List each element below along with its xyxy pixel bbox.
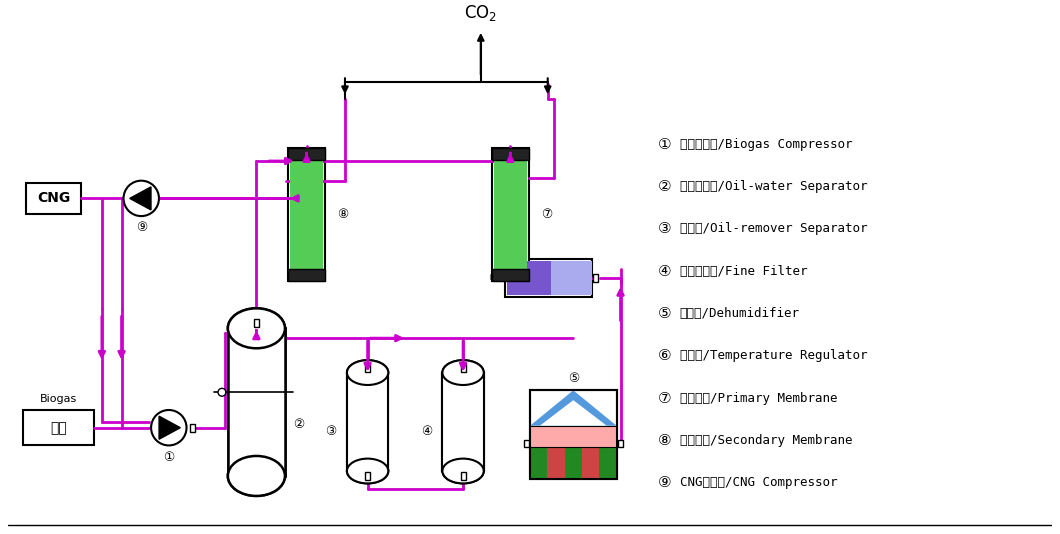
Bar <box>461 472 465 480</box>
Text: Biogas: Biogas <box>40 394 77 404</box>
Bar <box>444 437 482 458</box>
Text: ④: ④ <box>658 264 672 279</box>
Ellipse shape <box>442 360 483 385</box>
Bar <box>492 148 529 281</box>
Bar <box>289 160 323 269</box>
Bar <box>228 328 285 476</box>
Circle shape <box>152 410 187 445</box>
Text: ②: ② <box>658 179 672 194</box>
Ellipse shape <box>228 308 285 348</box>
Text: ⑥: ⑥ <box>488 272 499 285</box>
Text: ①: ① <box>658 137 672 152</box>
Bar <box>444 387 482 441</box>
Text: CNG压缩机/CNG Compressor: CNG压缩机/CNG Compressor <box>679 476 837 489</box>
Bar <box>288 269 325 281</box>
Bar <box>594 274 599 282</box>
Bar <box>618 439 623 447</box>
Text: 一级膜件/Primary Membrane: 一级膜件/Primary Membrane <box>679 391 837 405</box>
Ellipse shape <box>347 459 388 483</box>
Bar <box>347 373 388 471</box>
Bar <box>530 426 617 447</box>
Bar <box>349 442 386 459</box>
Text: 泼气: 泼气 <box>50 421 67 435</box>
Text: 精密过滤器/Fine Filter: 精密过滤器/Fine Filter <box>679 265 807 278</box>
Text: CNG: CNG <box>37 191 70 206</box>
Polygon shape <box>159 416 180 439</box>
Bar <box>254 319 259 327</box>
Bar <box>230 340 283 367</box>
Bar <box>530 447 547 479</box>
Bar <box>506 260 591 297</box>
Text: 调湿器/Temperature Regulator: 调湿器/Temperature Regulator <box>679 349 867 363</box>
Text: ⑧: ⑧ <box>337 208 349 221</box>
Text: 泼气压缩机/Biogas Compressor: 泼气压缩机/Biogas Compressor <box>679 138 852 151</box>
Bar <box>442 373 483 471</box>
Bar <box>508 261 550 295</box>
Bar <box>524 439 529 447</box>
Circle shape <box>218 388 226 396</box>
Polygon shape <box>129 187 151 210</box>
Ellipse shape <box>442 360 483 385</box>
Text: ⑨: ⑨ <box>136 222 147 234</box>
Text: ④: ④ <box>421 425 432 438</box>
Ellipse shape <box>228 308 285 348</box>
Bar <box>550 261 591 295</box>
Bar <box>288 148 325 281</box>
Bar <box>530 390 617 479</box>
Text: ⑨: ⑨ <box>658 475 672 490</box>
Text: 除湿器/Dehumidifier: 除湿器/Dehumidifier <box>679 307 799 320</box>
Bar <box>230 367 283 393</box>
Text: ⑦: ⑦ <box>658 391 672 406</box>
Bar <box>530 390 617 479</box>
Text: ②: ② <box>294 418 304 431</box>
Ellipse shape <box>347 459 388 483</box>
Text: 除油器/Oil-remover Separator: 除油器/Oil-remover Separator <box>679 222 867 235</box>
Text: ③: ③ <box>325 425 337 438</box>
Bar <box>190 424 195 431</box>
Text: ⑤: ⑤ <box>658 306 672 321</box>
Bar <box>547 447 565 479</box>
Text: ①: ① <box>163 451 175 464</box>
Polygon shape <box>530 390 617 426</box>
Bar <box>288 148 325 160</box>
Bar <box>349 387 386 450</box>
Bar <box>492 148 529 160</box>
Bar <box>23 410 94 445</box>
Circle shape <box>124 180 159 216</box>
Text: ⑧: ⑧ <box>658 433 672 448</box>
Ellipse shape <box>347 360 388 385</box>
Bar <box>365 364 370 372</box>
Text: ⑦: ⑦ <box>541 208 552 221</box>
Bar <box>461 364 465 372</box>
Text: ③: ③ <box>658 222 672 237</box>
Ellipse shape <box>442 459 483 483</box>
Text: 二级膜件/Secondary Membrane: 二级膜件/Secondary Membrane <box>679 434 852 447</box>
Text: ⑤: ⑤ <box>568 372 579 385</box>
Bar <box>599 447 617 479</box>
Bar <box>228 328 285 476</box>
Bar <box>347 373 388 471</box>
Text: ⑥: ⑥ <box>658 348 672 363</box>
Ellipse shape <box>442 459 483 483</box>
Ellipse shape <box>228 456 285 496</box>
Bar <box>492 269 529 281</box>
Bar <box>582 447 599 479</box>
Bar <box>442 373 483 471</box>
Bar <box>365 472 370 480</box>
Bar <box>26 183 82 214</box>
Ellipse shape <box>347 360 388 385</box>
Polygon shape <box>540 400 606 426</box>
Bar <box>565 447 582 479</box>
Text: CO$_2$: CO$_2$ <box>464 3 497 23</box>
Text: 油水分离器/Oil-water Separator: 油水分离器/Oil-water Separator <box>679 180 867 193</box>
Ellipse shape <box>228 456 285 496</box>
Bar <box>494 160 527 269</box>
